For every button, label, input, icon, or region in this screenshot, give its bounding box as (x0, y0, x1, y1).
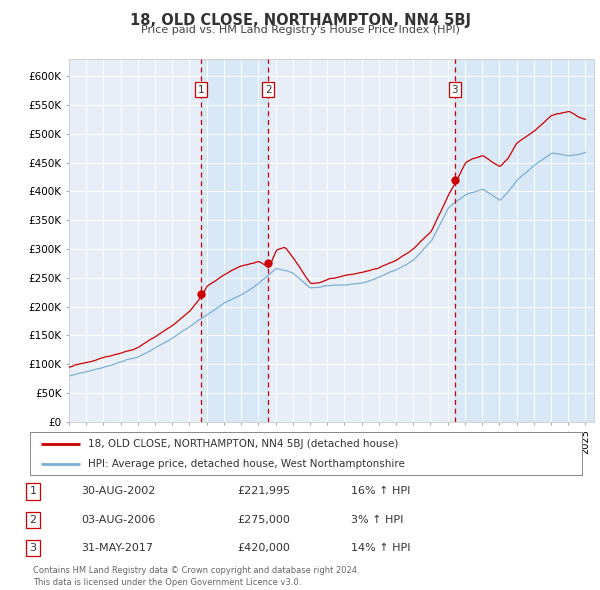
Text: 14% ↑ HPI: 14% ↑ HPI (351, 543, 410, 553)
Bar (201, 59, 268, 422)
Text: 1: 1 (29, 487, 37, 496)
Text: 03-AUG-2006: 03-AUG-2006 (81, 515, 155, 525)
Text: 3% ↑ HPI: 3% ↑ HPI (351, 515, 403, 525)
Text: 18, OLD CLOSE, NORTHAMPTON, NN4 5BJ (detached house): 18, OLD CLOSE, NORTHAMPTON, NN4 5BJ (det… (88, 439, 398, 449)
Text: 2: 2 (29, 515, 37, 525)
Text: 1: 1 (198, 85, 205, 95)
Text: 3: 3 (452, 85, 458, 95)
Text: £221,995: £221,995 (237, 487, 290, 496)
Text: 3: 3 (29, 543, 37, 553)
Text: 18, OLD CLOSE, NORTHAMPTON, NN4 5BJ: 18, OLD CLOSE, NORTHAMPTON, NN4 5BJ (130, 13, 470, 28)
Text: 31-MAY-2017: 31-MAY-2017 (81, 543, 153, 553)
Text: Price paid vs. HM Land Registry's House Price Index (HPI): Price paid vs. HM Land Registry's House … (140, 25, 460, 35)
Text: £275,000: £275,000 (237, 515, 290, 525)
Text: HPI: Average price, detached house, West Northamptonshire: HPI: Average price, detached house, West… (88, 459, 405, 469)
Text: 16% ↑ HPI: 16% ↑ HPI (351, 487, 410, 496)
Bar (455, 59, 594, 422)
Text: 2: 2 (265, 85, 272, 95)
Text: 30-AUG-2002: 30-AUG-2002 (81, 487, 155, 496)
Text: Contains HM Land Registry data © Crown copyright and database right 2024.
This d: Contains HM Land Registry data © Crown c… (33, 566, 359, 587)
Text: £420,000: £420,000 (237, 543, 290, 553)
